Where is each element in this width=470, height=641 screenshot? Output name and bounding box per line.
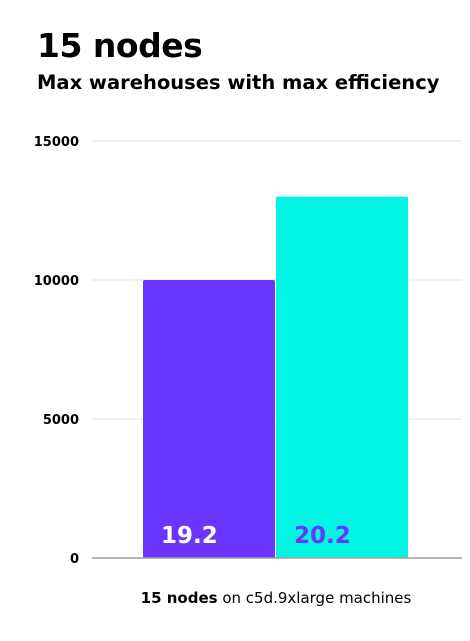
bar-data-label: 19.2 bbox=[161, 523, 218, 549]
caption-rest: on c5d.9xlarge machines bbox=[217, 589, 412, 607]
bar-data-label: 20.2 bbox=[294, 523, 351, 549]
bar bbox=[143, 280, 275, 558]
y-tick-label: 15000 bbox=[34, 135, 79, 150]
bar bbox=[276, 196, 408, 558]
y-tick-label: 0 bbox=[70, 552, 79, 567]
caption-bold: 15 nodes bbox=[140, 589, 218, 607]
chart-title: 15 nodes bbox=[37, 26, 203, 65]
x-axis-caption: 15 nodes on c5d.9xlarge machines bbox=[0, 589, 470, 607]
y-tick-label: 5000 bbox=[43, 413, 79, 428]
chart-subtitle: Max warehouses with max efficiency bbox=[37, 71, 440, 94]
y-tick-label: 10000 bbox=[34, 274, 79, 289]
